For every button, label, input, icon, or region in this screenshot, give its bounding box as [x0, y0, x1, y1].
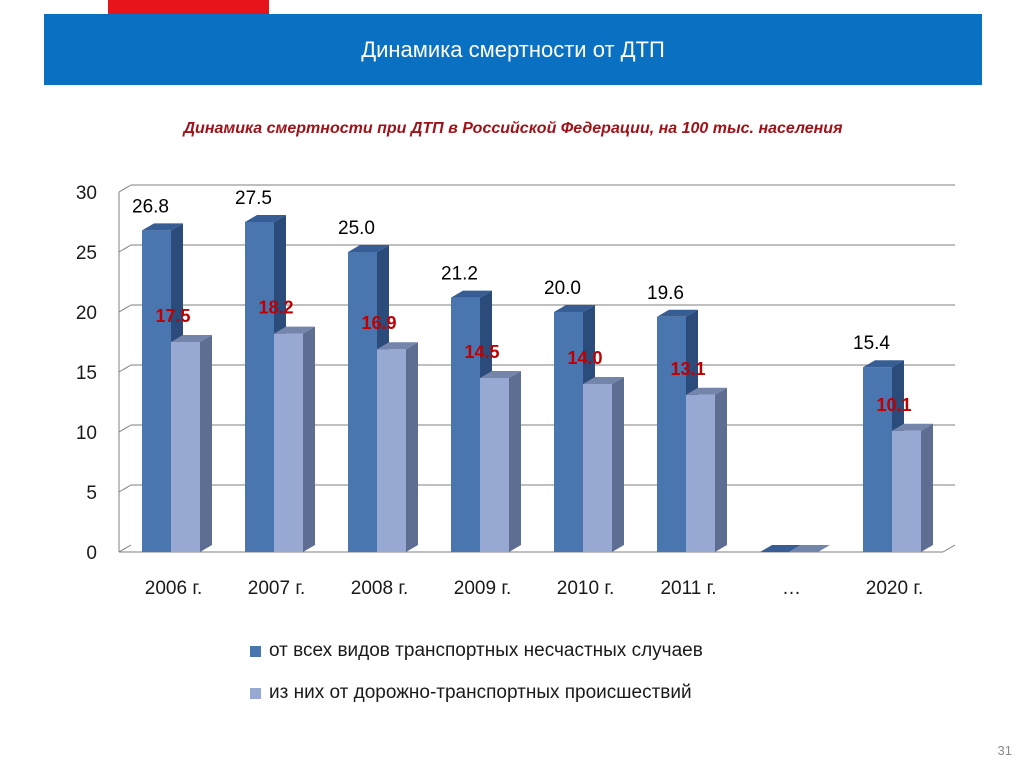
bar-top-series-1	[657, 309, 698, 317]
x-tick-label: 2010 г.	[557, 578, 614, 599]
x-tick-label: 2008 г.	[351, 578, 408, 599]
x-tick-label: 2007 г.	[248, 578, 305, 599]
bar-top-series-2	[583, 377, 624, 384]
bar-side-series-2	[406, 342, 418, 552]
bar-series-1	[657, 316, 686, 552]
bar-top-series-1	[760, 545, 801, 552]
data-label-series-1: 15.4	[853, 333, 890, 354]
bar-series-2	[583, 384, 612, 552]
bar-side-series-2	[715, 387, 727, 552]
bar-top-series-1	[554, 305, 595, 312]
bar-series-2	[892, 430, 921, 552]
bar-series-1	[142, 230, 171, 552]
bar-series-2	[274, 333, 303, 552]
bar-series-1	[863, 367, 892, 552]
gridline-depth	[118, 244, 132, 253]
x-tick-label: 2020 г.	[866, 578, 923, 599]
data-label-series-2: 18.2	[258, 298, 293, 318]
bar-top-series-2	[274, 326, 315, 334]
accent-tab	[108, 0, 269, 14]
slide-title-bar: Динамика смертности от ДТП	[44, 14, 982, 85]
x-tick-label: 2009 г.	[454, 578, 511, 599]
bar-top-series-2	[377, 342, 418, 350]
bar-side-series-2	[303, 326, 315, 552]
bar-side-series-2	[200, 335, 212, 552]
bar-top-series-2	[171, 335, 212, 342]
bar-side-series-2	[612, 377, 624, 552]
data-label-series-1: 27.5	[235, 188, 272, 209]
data-label-series-1: 21.2	[441, 264, 478, 285]
slide-title: Динамика смертности от ДТП	[361, 36, 665, 62]
data-label-series-1: 25.0	[338, 218, 375, 239]
bar-top-series-2	[480, 371, 521, 378]
bar-top-series-2	[892, 423, 933, 431]
gridline-depth	[118, 184, 132, 193]
bar-series-2	[480, 378, 509, 552]
bar-series-2	[171, 342, 200, 552]
legend-label-series-1: от всех видов транспортных несчастных сл…	[269, 640, 703, 661]
legend-swatch-series-1	[250, 645, 261, 657]
legend-item-series-2: из них от дорожно-транспортных происшест…	[250, 682, 703, 704]
page-number: 31	[997, 743, 1012, 758]
x-axis-depth	[942, 544, 956, 553]
chart-title: Динамика смертности при ДТП в Российской…	[183, 120, 843, 137]
y-tick-label: 5	[86, 483, 97, 504]
bar-side-series-2	[921, 423, 933, 552]
legend-label-series-2: из них от дорожно-транспортных происшест…	[269, 682, 692, 703]
y-tick-label: 10	[76, 423, 97, 444]
y-tick-label: 30	[76, 183, 97, 204]
y-tick-label: 20	[76, 303, 97, 324]
bar-series-1	[348, 252, 377, 552]
x-tick-label: 2011 г.	[660, 578, 716, 599]
data-label-series-1: 20.0	[544, 278, 581, 299]
data-label-series-2: 16.9	[361, 313, 396, 333]
gridline-depth	[118, 364, 132, 373]
bar-top-series-2	[789, 545, 830, 552]
x-tick-label: 2006 г.	[145, 578, 202, 599]
gridline-depth	[118, 424, 132, 433]
bar-series-1	[554, 312, 583, 552]
legend-item-series-1: от всех видов транспортных несчастных сл…	[250, 640, 703, 662]
y-tick-label: 15	[76, 363, 97, 384]
data-label-series-1: 19.6	[647, 283, 684, 304]
gridline-depth	[118, 484, 132, 493]
bar-top-series-1	[348, 245, 389, 252]
bar-top-series-1	[142, 223, 183, 231]
gridline-depth	[118, 544, 132, 553]
bar-top-series-1	[451, 290, 492, 298]
gridline-depth	[118, 304, 132, 313]
data-label-series-2: 13.1	[670, 359, 705, 379]
data-label-series-2: 14.5	[464, 342, 499, 362]
bar-top-series-1	[245, 215, 286, 222]
y-tick-label: 25	[76, 243, 97, 264]
bar-series-2	[377, 349, 406, 552]
data-label-series-2: 17.5	[155, 306, 190, 326]
chart-legend: от всех видов транспортных несчастных сл…	[250, 640, 703, 724]
x-tick-label: …	[782, 578, 801, 599]
bar-series-1	[451, 297, 480, 552]
data-label-series-1: 26.8	[132, 196, 169, 217]
data-label-series-2: 10.1	[876, 395, 911, 415]
bar-side-series-2	[509, 371, 521, 552]
bar-series-2	[686, 394, 715, 552]
data-label-series-2: 14.0	[567, 348, 602, 368]
bar-top-series-2	[686, 387, 727, 395]
y-tick-label: 0	[86, 543, 97, 564]
bar-top-series-1	[863, 360, 904, 368]
bar-series-1	[245, 222, 274, 552]
legend-swatch-series-2	[250, 687, 261, 699]
